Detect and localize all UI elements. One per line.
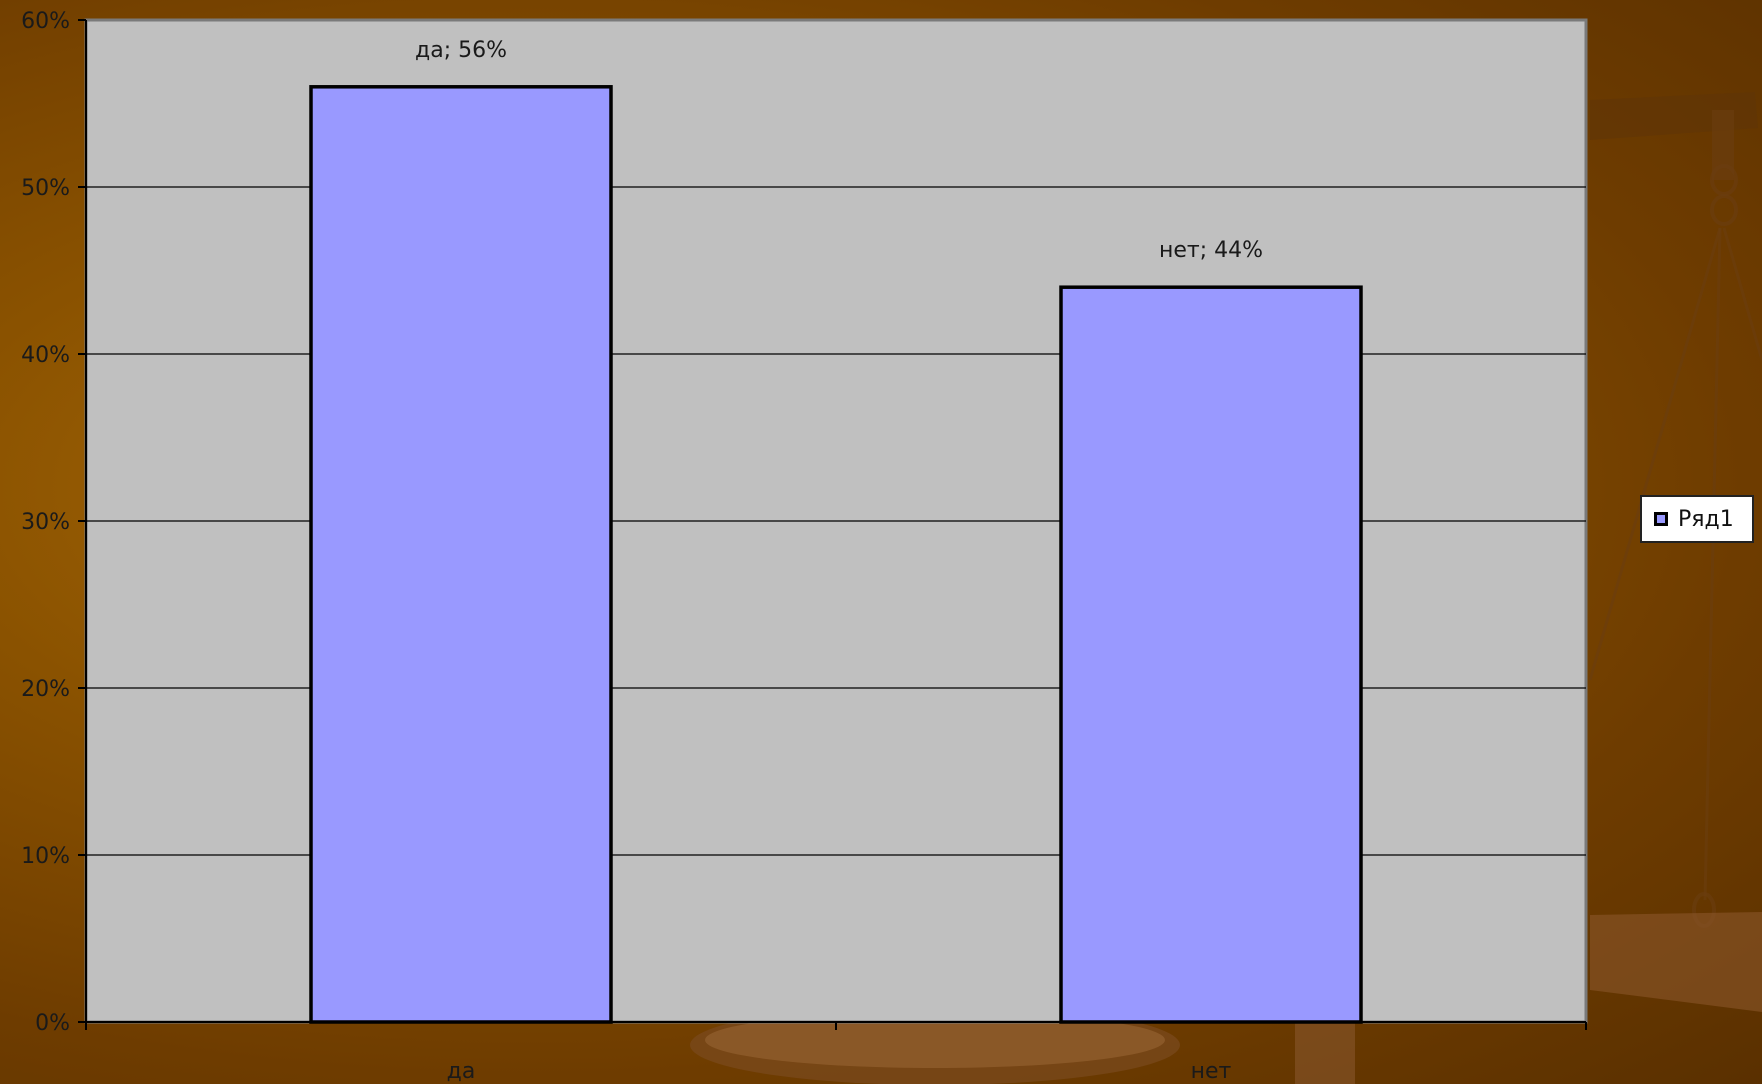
data-label: нет; 44% <box>1159 238 1263 263</box>
y-tick-label: 20% <box>21 677 70 702</box>
legend-swatch <box>1654 512 1668 526</box>
legend-label: Ряд1 <box>1678 506 1734 532</box>
data-label: да; 56% <box>415 38 507 63</box>
x-axis-tick-labels: да нет <box>447 1059 1232 1084</box>
x-tick-label: нет <box>1191 1059 1232 1084</box>
axes <box>78 19 1587 1030</box>
bars <box>309 85 1363 1024</box>
legend: Ряд1 <box>1640 495 1754 543</box>
bar <box>309 85 613 1024</box>
x-tick-label: да <box>447 1059 476 1084</box>
y-axis-tick-labels: 0% 10% 20% 30% 40% 50% 60% <box>21 9 70 1036</box>
y-tick-label: 50% <box>21 176 70 201</box>
y-tick-label: 30% <box>21 510 70 535</box>
bar <box>1059 285 1363 1024</box>
data-labels: да; 56% нет; 44% <box>415 38 1263 263</box>
y-tick-label: 40% <box>21 343 70 368</box>
y-tick-label: 60% <box>21 9 70 34</box>
y-tick-label: 10% <box>21 844 70 869</box>
y-tick-label: 0% <box>35 1011 70 1036</box>
